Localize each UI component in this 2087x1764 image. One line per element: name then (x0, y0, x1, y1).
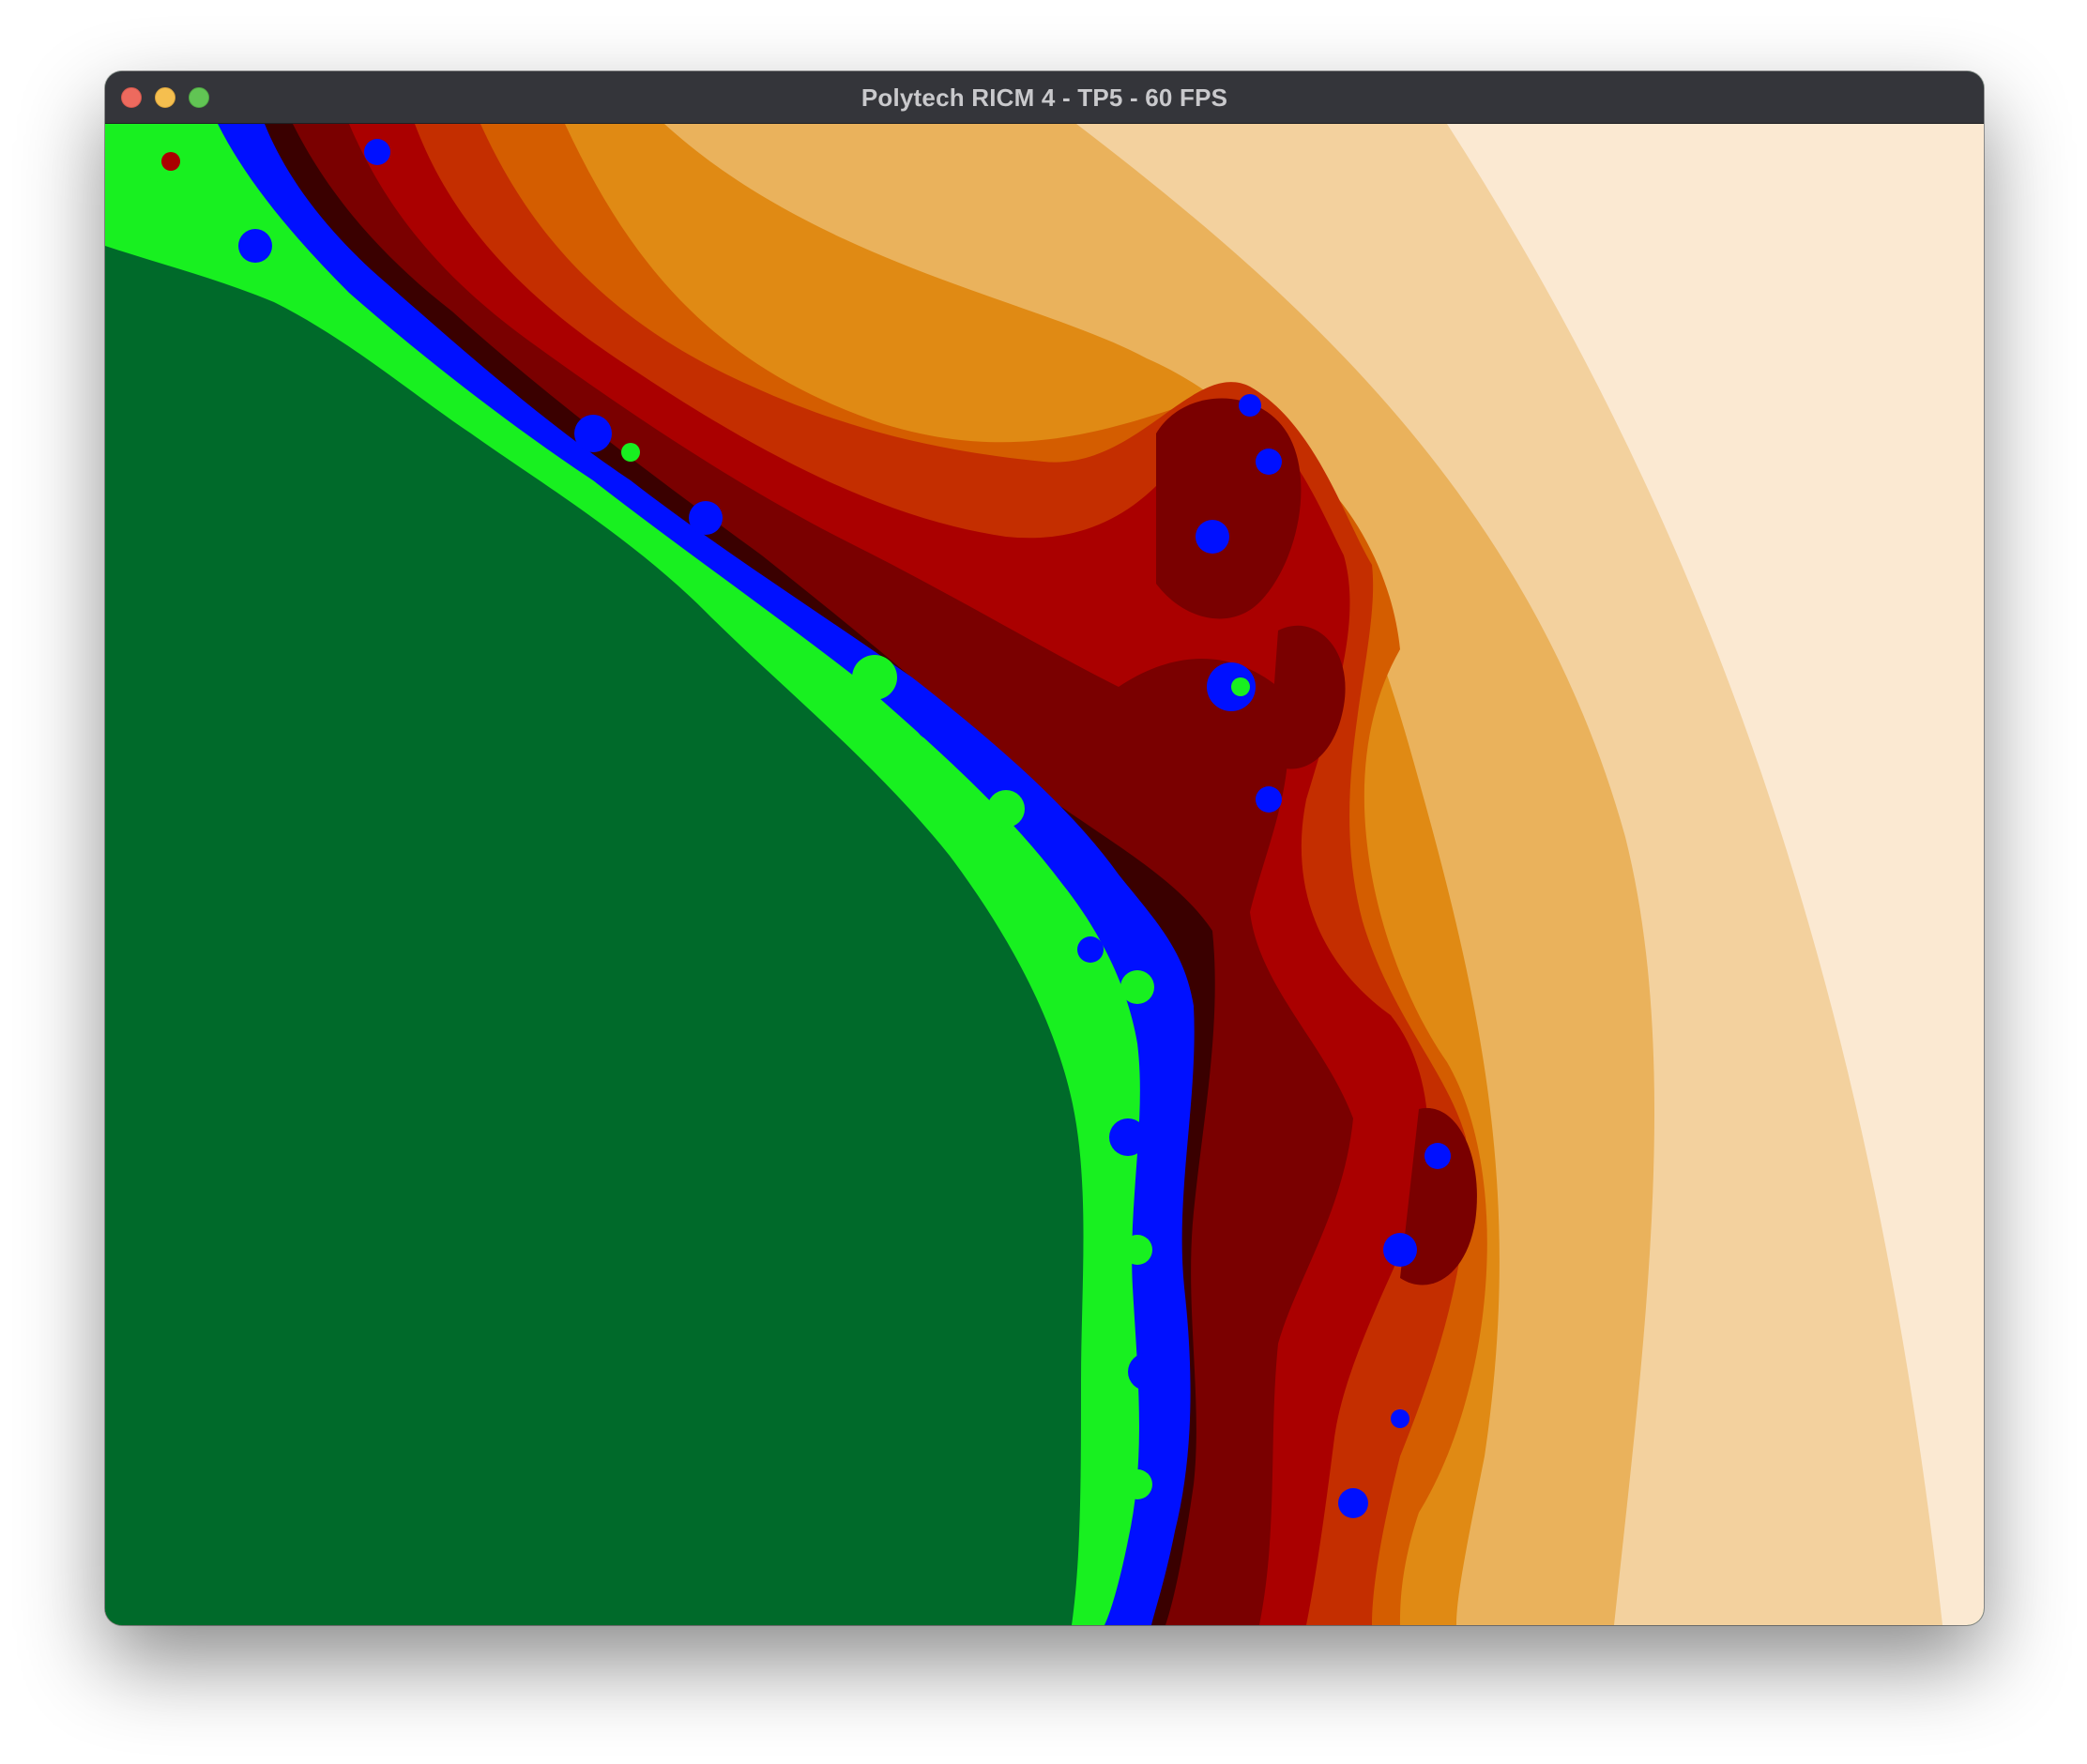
title-bar[interactable]: Polytech RICM 4 - TP5 - 60 FPS (105, 71, 1984, 124)
app-window: Polytech RICM 4 - TP5 - 60 FPS (105, 71, 1984, 1625)
fractal-canvas[interactable] (105, 124, 1984, 1625)
fractal-interior (105, 246, 1084, 1625)
zoom-button[interactable] (189, 87, 209, 108)
minimize-button[interactable] (155, 87, 175, 108)
boundary-details (141, 139, 1451, 1518)
close-button[interactable] (121, 87, 142, 108)
window-title: Polytech RICM 4 - TP5 - 60 FPS (861, 84, 1228, 112)
bulge-lower (1400, 1107, 1477, 1285)
bulge-middle (1269, 625, 1346, 769)
